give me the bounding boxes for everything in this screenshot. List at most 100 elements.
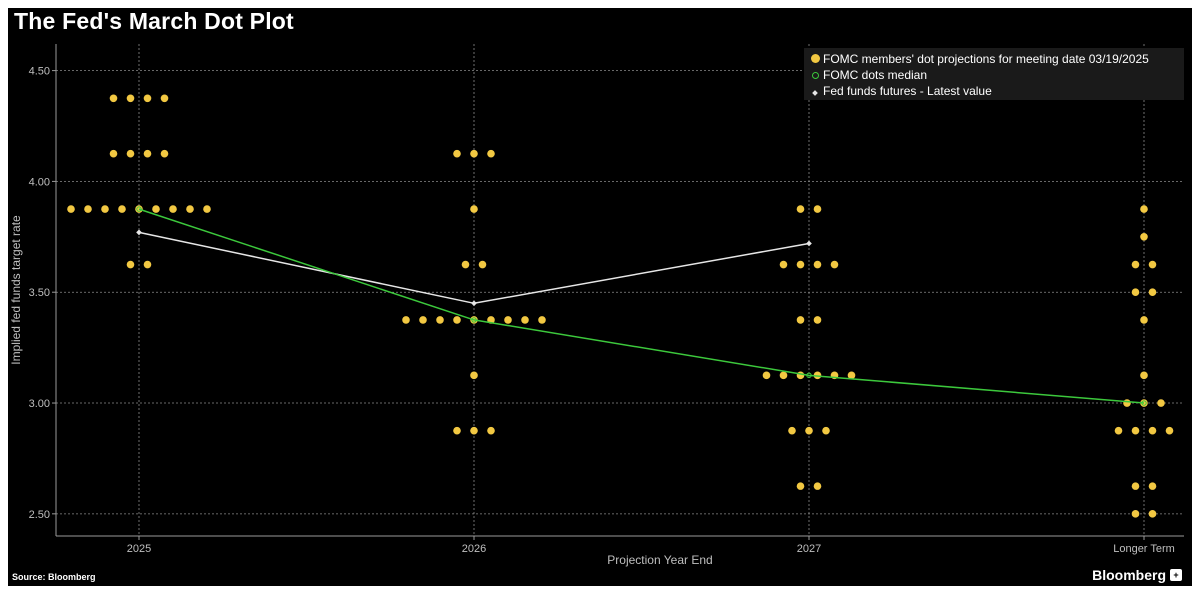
futures-marker — [136, 229, 142, 236]
fomc-dot — [1131, 482, 1140, 490]
fomc-dot — [1140, 205, 1148, 213]
fomc-dot — [813, 260, 822, 269]
fomc-dot — [453, 149, 461, 158]
fomc-dot — [1131, 426, 1140, 435]
fomc-dot — [1114, 426, 1123, 435]
fomc-dot — [152, 205, 160, 213]
fomc-dot — [796, 260, 805, 269]
fomc-dot — [1148, 426, 1157, 435]
fomc-dot — [1140, 316, 1148, 324]
y-tick-label: 3.50 — [29, 287, 50, 299]
fomc-dot — [1148, 260, 1157, 269]
legend-label-futures: Fed funds futures - Latest value — [823, 84, 992, 98]
x-axis-title: Projection Year End — [607, 553, 712, 567]
fomc-dot — [67, 205, 75, 213]
legend-item-futures: Fed funds futures - Latest value — [804, 83, 1184, 99]
fomc-dot — [1148, 288, 1157, 297]
fomc-dot — [203, 205, 211, 213]
x-tick-label: 2026 — [462, 543, 486, 555]
fomc-dot — [186, 205, 194, 213]
y-axis-title: Implied fed funds target rate — [9, 215, 23, 365]
fomc-dot — [487, 149, 495, 158]
fomc-dot — [470, 426, 478, 435]
fomc-dot — [830, 260, 839, 269]
legend-label-median: FOMC dots median — [823, 68, 928, 82]
green-ring-icon — [810, 68, 820, 82]
fomc-dot — [461, 260, 470, 269]
fomc-dot — [109, 94, 118, 103]
brand-name: Bloomberg — [1092, 567, 1166, 583]
y-tick-label: 4.00 — [29, 176, 50, 188]
futures-marker — [471, 300, 477, 307]
median-marker — [471, 317, 477, 323]
fomc-dot — [126, 149, 135, 158]
fomc-dot — [84, 205, 92, 213]
fomc-dot — [453, 316, 461, 324]
x-tick-label: Longer Term — [1113, 543, 1175, 555]
fomc-dot — [402, 316, 410, 324]
dot-layer — [67, 94, 1174, 518]
fomc-dot — [1165, 426, 1174, 435]
fomc-dot — [813, 482, 822, 490]
fomc-dot — [143, 260, 152, 269]
fomc-dot — [470, 149, 478, 158]
fomc-dot — [1123, 399, 1131, 407]
dot-plot-chart: 2.50 3.00 3.50 4.00 4.50 2025 2026 2027 Longer T… — [9, 44, 1184, 567]
fomc-dot — [160, 149, 169, 158]
bloomberg-logo: Bloomberg + — [1092, 567, 1182, 583]
fomc-dot — [779, 371, 788, 380]
axis-layer: 2.50 3.00 3.50 4.00 4.50 2025 2026 2027 Longer T… — [29, 44, 1184, 555]
y-tick-label: 3.00 — [29, 398, 50, 410]
fomc-dot — [796, 482, 805, 490]
y-tick-label: 2.50 — [29, 509, 50, 521]
fomc-dot — [1157, 399, 1165, 407]
fomc-dot — [160, 94, 169, 103]
x-tick-label: 2025 — [127, 543, 151, 555]
fomc-dot — [796, 316, 805, 324]
fomc-dot — [1140, 371, 1148, 380]
median-line — [138, 208, 1145, 404]
yellow-dot-icon — [810, 52, 820, 66]
fomc-dot — [1148, 510, 1157, 518]
fomc-dot — [109, 149, 118, 158]
futures-marker — [806, 240, 812, 247]
fomc-dot — [1131, 288, 1140, 297]
legend-item-dots: FOMC members' dot projections for meetin… — [804, 51, 1184, 67]
fomc-dot — [1140, 233, 1148, 241]
y-tick-label: 4.50 — [29, 66, 50, 78]
chart-frame: 2.50 3.00 3.50 4.00 4.50 2025 2026 2027 Longer T… — [8, 8, 1192, 586]
fomc-dot — [805, 426, 813, 435]
fomc-dot — [453, 426, 461, 435]
fomc-dot — [126, 94, 135, 103]
fomc-dot — [762, 371, 771, 380]
fomc-dot — [478, 260, 487, 269]
fomc-dot — [126, 260, 135, 269]
median-marker — [136, 206, 142, 212]
fomc-dot — [813, 316, 822, 324]
fomc-dot — [796, 205, 805, 213]
fomc-dot — [1148, 482, 1157, 490]
fomc-dot — [436, 316, 444, 324]
median-marker — [1141, 400, 1147, 406]
fomc-dot — [487, 426, 495, 435]
median-marker — [806, 372, 812, 379]
fomc-dot — [779, 260, 788, 269]
fomc-dot — [538, 316, 546, 324]
fomc-dot — [143, 149, 152, 158]
fomc-dot — [796, 371, 805, 380]
fomc-dot — [118, 205, 126, 213]
chart-title: The Fed's March Dot Plot — [14, 8, 294, 34]
fomc-dot — [470, 205, 478, 213]
fomc-dot — [847, 371, 856, 380]
plus-icon: + — [1170, 569, 1182, 581]
grid-layer — [56, 44, 1184, 536]
fomc-dot — [521, 316, 529, 324]
fomc-dot — [822, 426, 830, 435]
fomc-dot — [143, 94, 152, 103]
legend: FOMC members' dot projections for meetin… — [804, 48, 1184, 100]
fomc-dot — [788, 426, 796, 435]
legend-item-median: FOMC dots median — [804, 67, 1184, 83]
fomc-dot — [504, 316, 512, 324]
fomc-dot — [1131, 260, 1140, 269]
fomc-dot — [1131, 510, 1140, 518]
